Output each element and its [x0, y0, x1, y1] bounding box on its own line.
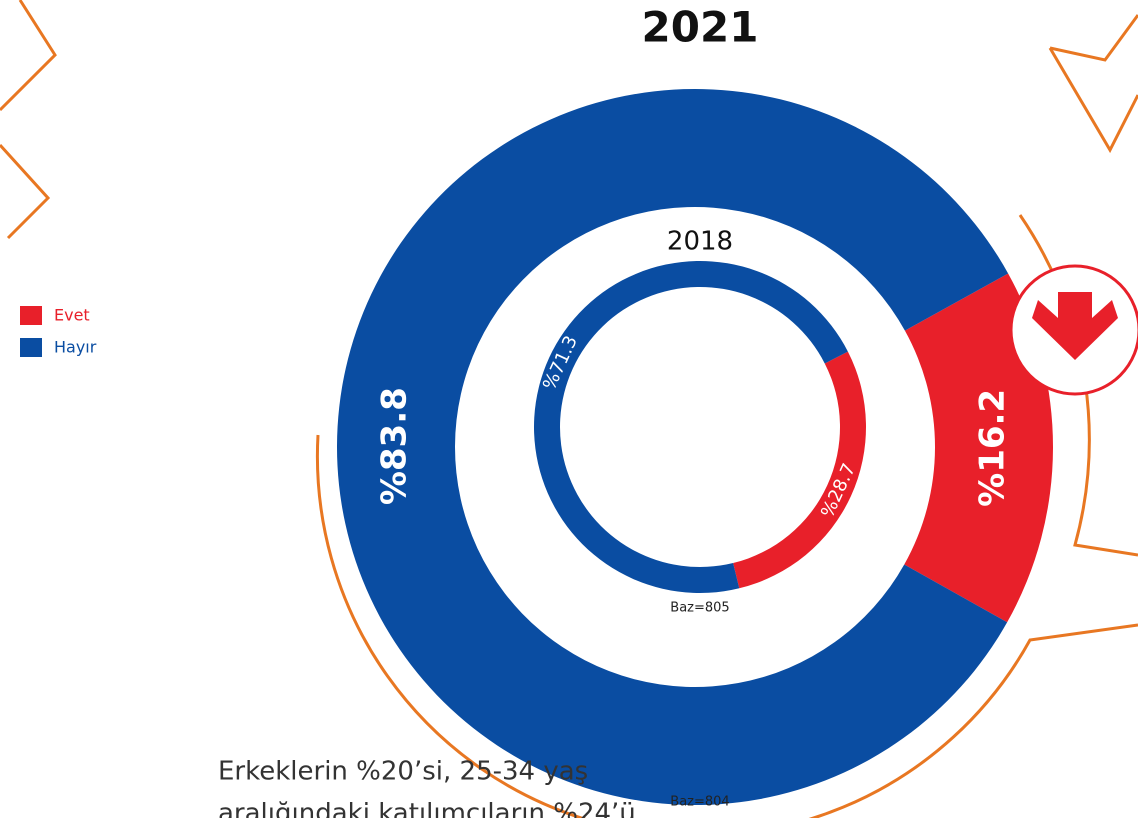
decoration — [315, 434, 1138, 818]
decoration — [1048, 47, 1138, 154]
value-label: %83.8 — [374, 387, 414, 505]
value-label: %71.3 — [539, 333, 582, 394]
base-label: Baz=804 — [670, 795, 729, 810]
legend-swatch — [20, 338, 42, 357]
decoration — [0, 143, 51, 240]
note-text: Erkeklerin %20’si, 25-34 yaş — [218, 757, 588, 787]
legend-label: Hayır — [54, 338, 97, 357]
donut-slice — [733, 351, 866, 589]
donut-slice — [904, 273, 1053, 623]
value-label: %28.7 — [817, 460, 860, 521]
donuts: %16.2 %83.8 %28.7 %71.3 — [336, 89, 1053, 806]
chart-title: 2021 — [642, 3, 759, 52]
down-arrow — [1032, 292, 1118, 360]
value-label: %16.2 — [972, 389, 1012, 507]
legend-label: Evet — [54, 306, 90, 325]
decoration — [0, 0, 57, 112]
base-label: Baz=805 — [670, 601, 729, 616]
legend-swatch — [20, 306, 42, 325]
inner-title: 2018 — [667, 227, 733, 257]
donut-slice — [336, 89, 1009, 806]
note-text: aralığındaki katılımcıların %24’ü — [218, 799, 636, 818]
decoration — [1049, 14, 1138, 62]
